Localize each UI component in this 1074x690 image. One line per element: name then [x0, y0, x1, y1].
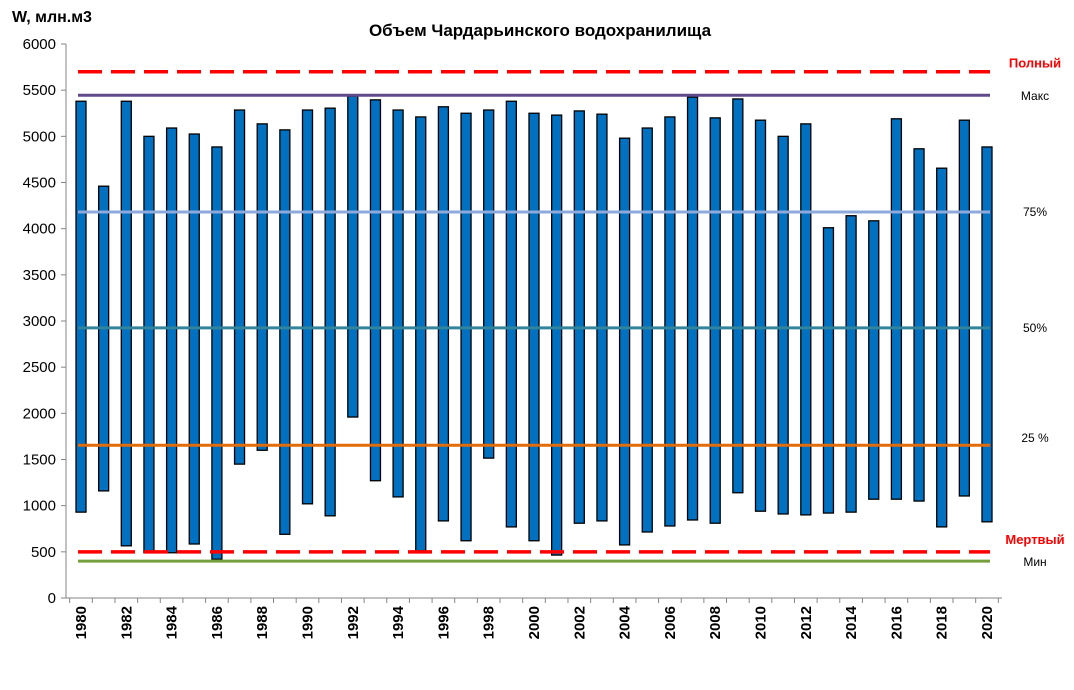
x-tick-label: 1996 [435, 606, 452, 639]
x-tick-label: 1986 [209, 606, 226, 639]
bar-2010 [754, 119, 767, 512]
x-axis: 1980 1982 1984 1986 1988 1990 1992 1994 1996 1998… [66, 597, 1002, 639]
bar-2004 [618, 137, 631, 546]
bar-1987 [233, 109, 246, 465]
ref-line-label: Полный [1009, 56, 1061, 71]
y-tick-label: 5000 [23, 128, 56, 145]
x-tick-label: 2016 [888, 606, 905, 639]
bar-2019 [958, 119, 970, 497]
bar-2006 [664, 116, 676, 527]
bar-2014 [845, 215, 857, 513]
x-tick-label: 2006 [662, 606, 679, 639]
bar-1990 [301, 109, 314, 505]
bar-1980 [75, 100, 87, 513]
bar-2015 [868, 220, 880, 500]
bar-2002 [573, 110, 585, 524]
ref-line-label: Мин [1023, 555, 1046, 569]
bar-1983 [143, 135, 155, 554]
bar-2009 [732, 98, 744, 494]
bar-1996 [437, 106, 450, 522]
ref-line-label: 25 % [1021, 431, 1049, 445]
bar-1988 [256, 123, 268, 451]
bar-2003 [596, 113, 608, 522]
bar-1999 [505, 100, 518, 528]
ref-line-label: Макс [1021, 89, 1049, 103]
y-tick-label: 0 [48, 590, 56, 607]
x-tick-label: 1994 [390, 605, 407, 639]
y-tick-label: 4500 [23, 175, 56, 192]
bar-2007 [686, 96, 699, 521]
bar-1986 [211, 146, 223, 560]
bar-2001 [551, 114, 563, 556]
x-tick-label: 1982 [118, 606, 135, 639]
y-tick-label: 4000 [23, 221, 56, 238]
x-tick-label: 2018 [934, 606, 951, 639]
y-tick-label: 3000 [23, 313, 56, 330]
y-tick-label: 3500 [23, 267, 56, 284]
y-tick-label: 2500 [23, 359, 56, 376]
bar-1993 [369, 99, 382, 482]
bar-2013 [822, 227, 835, 514]
x-tick-label: 1984 [164, 605, 181, 639]
x-tick-label: 2000 [526, 606, 543, 639]
bar-1981 [98, 185, 110, 492]
bar-2011 [777, 135, 789, 515]
bar-1982 [120, 100, 132, 547]
bars [75, 95, 993, 560]
bar-2012 [800, 123, 812, 516]
bar-2005 [641, 127, 653, 533]
ref-line-label: 75% [1023, 205, 1047, 219]
bar-1998 [483, 109, 495, 459]
y-axis: 0 500 1000 1500 2000 2500 3000 3500 4000 4500 5000… [23, 36, 67, 607]
ref-line-label: Мертвый [1005, 532, 1064, 547]
ref-line-label: 50% [1023, 321, 1047, 335]
x-tick-label: 2014 [843, 605, 860, 639]
x-tick-label: 1990 [300, 606, 317, 639]
bar-1995 [415, 116, 427, 552]
x-tick-label: 1980 [73, 606, 90, 639]
x-tick-label: 1988 [254, 606, 271, 639]
bar-1991 [324, 107, 336, 517]
y-tick-label: 6000 [23, 36, 56, 53]
y-axis-label: W, млн.м3 [12, 9, 92, 26]
x-tick-label: 2008 [707, 606, 724, 639]
y-tick-label: 1500 [23, 452, 56, 469]
y-tick-label: 500 [31, 544, 56, 561]
bar-1992 [347, 95, 359, 418]
x-tick-label: 2002 [571, 606, 588, 639]
bar-1989 [279, 129, 291, 535]
bar-2016 [890, 118, 903, 500]
bar-2017 [913, 148, 925, 502]
x-tick-label: 2004 [617, 605, 634, 639]
chart-title: Объем Чардарьинского водохранилища [369, 21, 712, 40]
reference-lines: Полный Макс 75% 50% 25 % Мертвый Мин [78, 56, 1065, 569]
y-tick-label: 5500 [23, 82, 56, 99]
bar-1985 [188, 133, 200, 545]
x-tick-label: 2020 [979, 606, 996, 639]
bar-1984 [165, 127, 178, 554]
bar-2008 [709, 117, 721, 524]
y-tick-label: 1000 [23, 498, 56, 515]
x-tick-label: 1998 [481, 606, 498, 639]
bar-1994 [392, 109, 404, 498]
bar-2020 [981, 146, 993, 523]
bar-2018 [936, 167, 948, 528]
y-tick-label: 2000 [23, 405, 56, 422]
x-tick-label: 2010 [753, 606, 770, 639]
x-tick-label: 2012 [798, 606, 815, 639]
x-tick-label: 1992 [345, 606, 362, 639]
